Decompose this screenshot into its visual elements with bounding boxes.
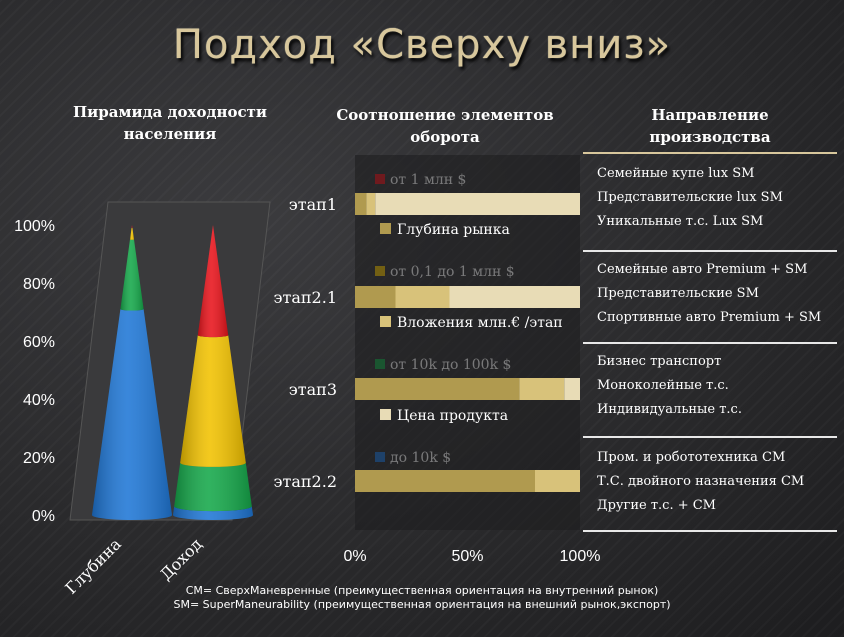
stacked-bars	[355, 193, 580, 492]
bar-segment	[564, 378, 580, 400]
bar-legend-label: Вложения млн.€ /этап	[397, 315, 563, 331]
y-tick-label: 80%	[23, 276, 55, 293]
y-tick-label: 40%	[23, 392, 55, 409]
ratio-heading-line-2: оборота	[410, 128, 480, 146]
x-tick-label: 0%	[343, 548, 366, 565]
bar-category-label: этап1	[289, 195, 337, 214]
production-item: Уникальные т.с. Lux SM	[597, 214, 764, 229]
pyramid-cones	[92, 225, 253, 520]
bar-legend-swatch	[380, 409, 391, 420]
cone-segment-shading	[173, 506, 253, 520]
production-heading-line-2: производства	[649, 128, 771, 146]
production-heading-line-1: Направление	[651, 106, 769, 124]
bar-segment	[449, 286, 580, 308]
pyramid-heading: Пирамида доходности населения	[40, 101, 300, 145]
bar-segment	[395, 286, 450, 308]
bar-legend-swatch	[380, 316, 391, 327]
bar-segment	[519, 378, 565, 400]
bar-segment	[355, 378, 520, 400]
pyramid-category-label: Доход	[156, 534, 206, 584]
bar-category-label: этап2.1	[274, 288, 337, 307]
production-item: Спортивные авто Premium + SM	[597, 310, 822, 325]
production-item: Индивидуальные т.с.	[597, 402, 742, 417]
y-tick-label: 20%	[23, 450, 55, 467]
bar-category-label: этап3	[289, 380, 337, 399]
cone-segment-shading	[174, 462, 252, 512]
cone-segment-shading	[130, 227, 134, 240]
bar-segment	[535, 470, 580, 492]
production-item: Бизнес транспорт	[597, 354, 722, 369]
slide-title: Подход «Сверху вниз»	[172, 22, 672, 68]
cone-segment-shading	[92, 309, 172, 520]
pyramid-y-axis: 0% 20% 40% 60% 80% 100%	[14, 218, 55, 525]
bar-segment	[366, 193, 376, 215]
production-item: Т.С. двойного назначения СМ	[597, 474, 805, 489]
bar-plot-area	[355, 155, 580, 530]
bar-category-label: этап2.2	[274, 472, 337, 491]
bar-legend-label: Глубина рынка	[397, 222, 510, 238]
ratio-heading: Соотношение элементов оборота	[315, 104, 575, 148]
y-tick-label: 60%	[23, 334, 55, 351]
production-panel: Семейные купе lux SM Представительские l…	[583, 152, 837, 534]
footnote-cm: СМ= СверхМаневренные (преимущественная о…	[185, 584, 659, 597]
production-item: Другие т.с. + СМ	[597, 498, 716, 513]
production-item: Пром. и робототехника СМ	[597, 450, 786, 465]
production-heading: Направление производства	[583, 104, 837, 148]
production-group-1: Семейные купе lux SM Представительские l…	[583, 162, 837, 252]
cone-segment-shading	[120, 239, 144, 311]
production-item: Семейные купе lux SM	[597, 166, 755, 181]
bar-categories: этап1 этап2.1 этап3 этап2.2	[274, 195, 337, 491]
production-item: Моноколейные т.с.	[597, 378, 729, 393]
bar-legend: Глубина рынка Вложения млн.€ /этап Цена пр…	[380, 222, 563, 424]
production-item: Представительские lux SM	[597, 190, 783, 205]
y-tick-label: 100%	[14, 218, 55, 235]
ratio-heading-line-1: Соотношение элементов	[336, 106, 554, 124]
production-item: Семейные авто Premium + SM	[597, 262, 808, 277]
pyramid-heading-line-2: населения	[123, 125, 217, 143]
production-group-3: Бизнес транспорт Моноколейные т.с. Индив…	[583, 346, 837, 438]
cone-segment-shading	[131, 225, 133, 228]
y-tick-label: 0%	[32, 508, 55, 525]
bar-segment	[375, 193, 580, 215]
bar-legend-label: Цена продукта	[397, 408, 508, 424]
x-tick-label: 50%	[451, 548, 483, 565]
bar-segment	[355, 470, 535, 492]
footnote-sm: SM= SuperManeurability (преимущественная…	[173, 598, 671, 611]
production-group-2: Семейные авто Premium + SM Представитель…	[583, 254, 837, 344]
bar-legend-swatch	[380, 223, 391, 234]
x-tick-label: 100%	[560, 548, 601, 565]
bar-segment	[355, 193, 367, 215]
production-group-4: Пром. и робототехника СМ Т.С. двойного н…	[583, 440, 837, 532]
cone-segment-shading	[180, 335, 246, 467]
pyramid-heading-line-1: Пирамида доходности	[72, 103, 268, 121]
cone-segment-shading	[197, 225, 229, 338]
bar-x-axis: 0% 50% 100%	[343, 548, 600, 565]
bar-segment	[355, 286, 396, 308]
production-item: Представительские SM	[597, 286, 759, 301]
